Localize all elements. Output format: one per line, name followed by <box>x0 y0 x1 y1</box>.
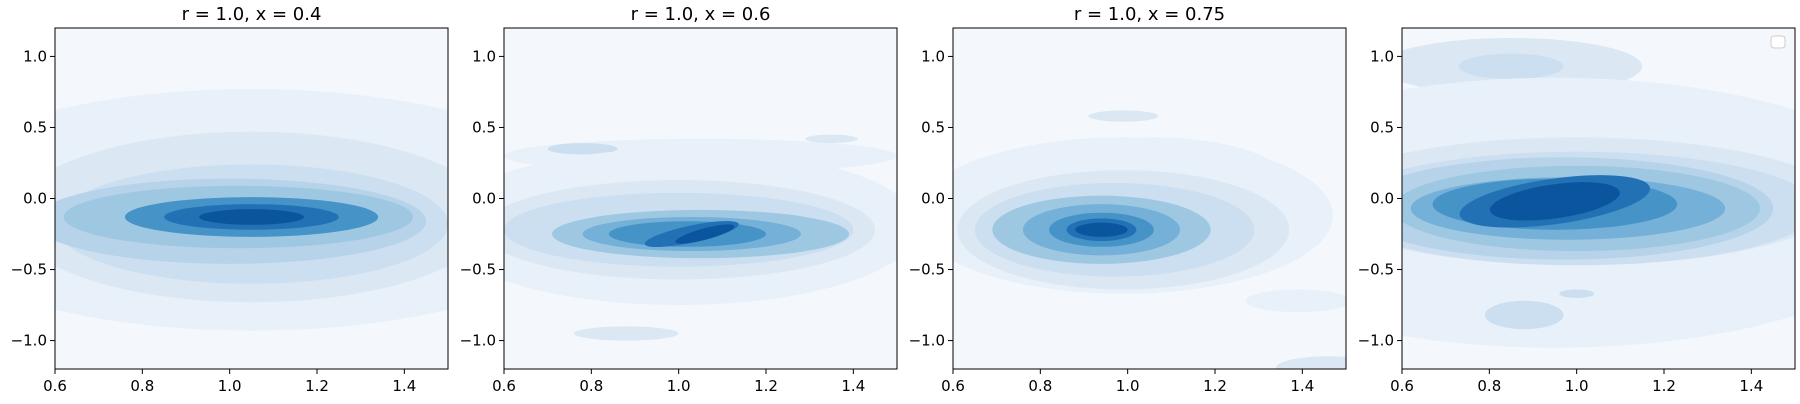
x-tick-label: 1.4 <box>1290 377 1314 395</box>
panel-title: r = 1.0, x = 0.75 <box>1074 4 1225 25</box>
y-tick-label: −1.0 <box>909 332 945 350</box>
x-tick-label: 1.4 <box>841 377 865 395</box>
contour-level-3 <box>805 135 857 144</box>
y-tick-label: 1.0 <box>921 47 945 65</box>
legend-box <box>1771 36 1785 48</box>
contour-level-8 <box>199 209 304 225</box>
x-tick-label: 1.2 <box>1203 377 1227 395</box>
contour-level-13 <box>1276 356 1381 379</box>
y-tick-label: 0.5 <box>921 118 945 136</box>
y-tick-label: 0.0 <box>921 190 945 208</box>
contour-level-2 <box>1459 54 1564 80</box>
y-tick-label: 1.0 <box>1370 47 1394 65</box>
y-tick-label: −0.5 <box>460 261 496 279</box>
x-tick-label: 1.2 <box>1652 377 1676 395</box>
contour-level-3 <box>1088 110 1158 121</box>
y-tick-label: −0.5 <box>11 261 47 279</box>
y-tick-label: 1.0 <box>23 47 47 65</box>
x-tick-label: 1.0 <box>1565 377 1589 395</box>
y-tick-label: 0.0 <box>472 190 496 208</box>
y-tick-label: −1.0 <box>11 332 47 350</box>
contour-level-12 <box>1246 289 1351 312</box>
x-tick-label: 0.8 <box>579 377 603 395</box>
x-tick-label: 1.0 <box>1116 377 1140 395</box>
y-tick-label: 0.5 <box>472 118 496 136</box>
y-tick-label: −1.0 <box>1358 332 1394 350</box>
panel-2: 0.6 0.8 1.0 1.2 1.4 1.0 0.5 0.0 −0.5 −1.0 r = 1.0,… <box>439 4 919 395</box>
y-tick-label: −1.0 <box>460 332 496 350</box>
contour-level-14 <box>1559 289 1594 298</box>
x-tick-label: 0.6 <box>1390 377 1414 395</box>
y-tick-label: 0.0 <box>1370 190 1394 208</box>
x-tick-label: 0.6 <box>492 377 516 395</box>
y-tick-label: −0.5 <box>909 261 945 279</box>
x-tick-label: 1.2 <box>305 377 329 395</box>
x-tick-label: 0.6 <box>43 377 67 395</box>
panel-title: r = 1.0, x = 0.4 <box>182 4 322 25</box>
x-tick-label: 1.4 <box>392 377 416 395</box>
contour-level-12 <box>574 326 679 340</box>
y-tick-label: 1.0 <box>472 47 496 65</box>
x-tick-label: 0.8 <box>1028 377 1052 395</box>
y-tick-label: 0.5 <box>23 118 47 136</box>
panel-3: 0.6 0.8 1.0 1.2 1.4 1.0 0.5 0.0 −0.5 −1.0 r = 1.0,… <box>905 4 1385 395</box>
x-tick-label: 1.4 <box>1739 377 1763 395</box>
x-tick-label: 1.0 <box>218 377 242 395</box>
y-tick-label: 0.5 <box>1370 118 1394 136</box>
x-tick-label: 0.8 <box>1477 377 1501 395</box>
y-tick-label: 0.0 <box>23 190 47 208</box>
x-tick-label: 1.2 <box>754 377 778 395</box>
y-tick-label: −0.5 <box>1358 261 1394 279</box>
x-tick-label: 0.8 <box>130 377 154 395</box>
x-tick-label: 1.0 <box>667 377 691 395</box>
x-tick-label: 0.6 <box>941 377 965 395</box>
contour-level-13 <box>1485 301 1564 329</box>
panel-title: r = 1.0, x = 0.6 <box>631 4 771 25</box>
contour-level-11 <box>1075 223 1127 237</box>
